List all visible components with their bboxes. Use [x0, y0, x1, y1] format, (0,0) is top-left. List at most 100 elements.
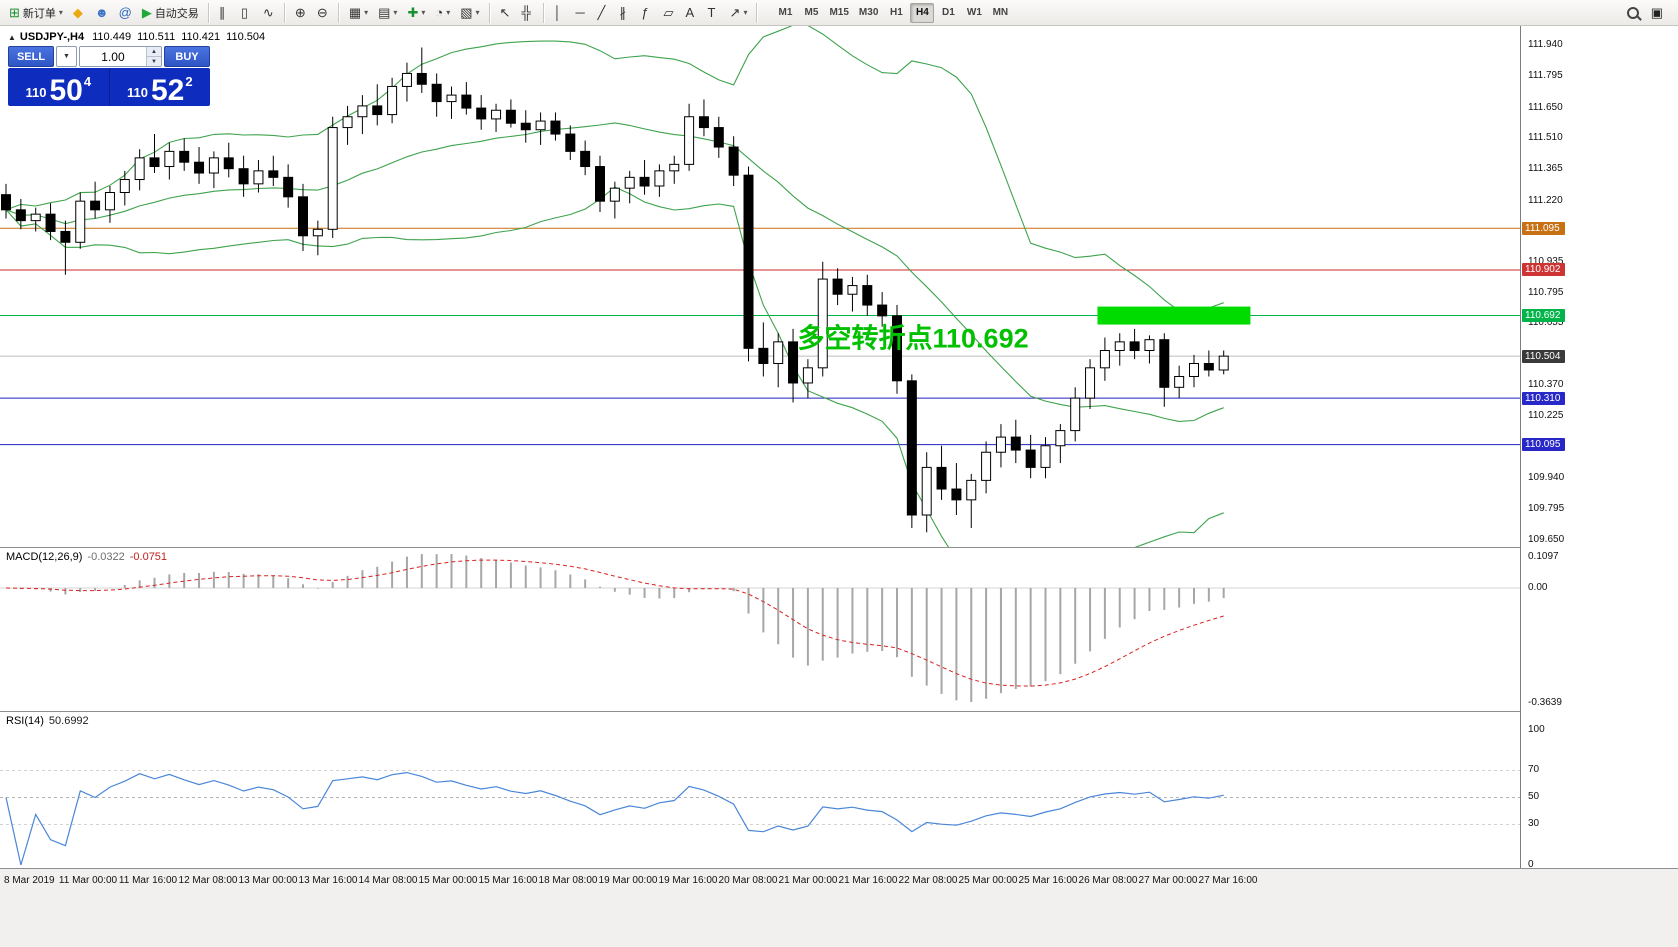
- shapes-button[interactable]: ▱: [660, 2, 680, 24]
- candlestick-button[interactable]: ▯: [237, 2, 257, 24]
- autotrading-button[interactable]: ▶ 自动交易: [138, 2, 203, 24]
- volume-input[interactable]: [79, 47, 146, 66]
- rsi-axis-label: 70: [1528, 764, 1540, 775]
- time-axis-label: 22 Mar 08:00: [898, 875, 958, 886]
- trendline-button[interactable]: ╱: [594, 2, 614, 24]
- line-chart-button[interactable]: ∿: [259, 2, 279, 24]
- cursor-button[interactable]: ↖: [496, 2, 516, 24]
- zoom-out-button[interactable]: ⊖: [313, 2, 333, 24]
- community-icon: ☻: [94, 5, 109, 20]
- time-axis-label: 20 Mar 08:00: [718, 875, 778, 886]
- sell-price[interactable]: 110 50 4: [8, 68, 110, 106]
- macd-axis-label: 0.00: [1528, 581, 1548, 593]
- bar-chart-button[interactable]: ∥: [215, 2, 235, 24]
- channel-icon: ∦: [619, 5, 627, 20]
- new-order-button[interactable]: ⊞ 新订单 ▾: [5, 2, 67, 24]
- buy-button[interactable]: BUY: [164, 46, 210, 67]
- text-button[interactable]: A: [682, 2, 702, 24]
- rsi-label: RSI(14) 50.6992: [6, 715, 89, 727]
- price-axis-label: 110.370: [1528, 378, 1564, 390]
- templates-button[interactable]: ▧ ▾: [456, 2, 483, 24]
- profiles-button[interactable]: ▤ ▾: [374, 2, 401, 24]
- time-axis-label: 18 Mar 08:00: [538, 875, 598, 886]
- toolbar-button-label: 新订单: [22, 7, 56, 20]
- shapes-icon: ▱: [663, 5, 674, 20]
- order-type-dropdown[interactable]: ▼: [56, 46, 77, 67]
- layout-icon: ▣: [1650, 5, 1663, 20]
- volume-stepper: ▲ ▼: [146, 47, 161, 66]
- time-axis[interactable]: 8 Mar 2019 11 Mar 00:00 11 Mar 16:00 12 Mar…: [0, 868, 1678, 947]
- time-axis-label: 21 Mar 16:00: [838, 875, 898, 886]
- timeframe-m15-button[interactable]: M15: [825, 3, 852, 23]
- sell-price-prefix: 110: [25, 85, 47, 100]
- periods-icon: ◔: [435, 5, 444, 20]
- cursor-icon: ↖: [499, 5, 511, 20]
- label-button[interactable]: T: [704, 2, 724, 24]
- panel-splitter[interactable]: [0, 711, 1678, 712]
- horizontal-line-button[interactable]: ─: [572, 2, 592, 24]
- periods-button[interactable]: ◔ ▾: [431, 2, 454, 24]
- vertical-line-button[interactable]: │: [550, 2, 570, 24]
- mql5-button[interactable]: @: [115, 2, 136, 24]
- rsi-value: 50.6992: [48, 715, 89, 727]
- price-tag: 110.095: [1522, 438, 1565, 452]
- arrows-button[interactable]: ↗ ▾: [726, 2, 752, 24]
- profiles-icon: ▤: [378, 5, 391, 20]
- price-axis-label: 111.795: [1528, 70, 1563, 82]
- panel-splitter[interactable]: [0, 547, 1678, 548]
- fibonacci-button[interactable]: ƒ: [638, 2, 658, 24]
- new-chart-button[interactable]: ▦ ▾: [345, 2, 372, 24]
- crosshair-icon: ╬: [521, 5, 531, 20]
- macd-panel[interactable]: [0, 548, 1520, 711]
- main-chart[interactable]: 多空转折点110.692: [0, 26, 1520, 547]
- time-axis-label: 27 Mar 16:00: [1198, 875, 1258, 886]
- price-axis[interactable]: 111.940 111.795 111.650 111.510 111.365 111.2…: [1520, 26, 1678, 870]
- arrows-icon: ↗: [729, 5, 741, 20]
- rsi-panel[interactable]: [0, 712, 1520, 868]
- layout-button[interactable]: ▣: [1647, 2, 1667, 24]
- toolbar-right-buttons: ▣: [1620, 2, 1668, 24]
- timeframe-h1-button[interactable]: H1: [884, 3, 908, 23]
- chevron-down-icon: ▾: [475, 8, 480, 17]
- zoom-in-button[interactable]: ⊕: [291, 2, 311, 24]
- price-axis-label: 109.650: [1528, 534, 1565, 546]
- timeframe-w1-button[interactable]: W1: [962, 3, 986, 23]
- collapse-icon[interactable]: ▲: [8, 33, 16, 42]
- channel-button[interactable]: ∦: [616, 2, 636, 24]
- time-axis-label: 25 Mar 00:00: [958, 875, 1018, 886]
- time-axis-label: 13 Mar 16:00: [298, 875, 358, 886]
- text-icon: A: [685, 5, 695, 20]
- timeframe-m5-button[interactable]: M5: [799, 3, 823, 23]
- time-axis-label: 13 Mar 00:00: [238, 875, 298, 886]
- indicators-button[interactable]: ✚ ▾: [403, 2, 429, 24]
- volume-down-button[interactable]: ▼: [147, 57, 161, 66]
- price-axis-label: 109.795: [1528, 503, 1565, 515]
- timeframe-d1-button[interactable]: D1: [936, 3, 960, 23]
- price-tag: 111.095: [1522, 221, 1565, 235]
- volume-up-button[interactable]: ▲: [147, 47, 161, 57]
- community-button[interactable]: ☻: [91, 2, 113, 24]
- timeframe-h4-button[interactable]: H4: [910, 2, 935, 23]
- chevron-down-icon: ▾: [393, 8, 398, 17]
- sell-button[interactable]: SELL: [8, 46, 54, 67]
- buy-price-big: 52: [150, 73, 185, 107]
- rsi-axis-label: 0: [1528, 858, 1534, 870]
- buy-price[interactable]: 110 52 2: [110, 68, 211, 106]
- search-button[interactable]: [1621, 2, 1645, 24]
- timeframe-m30-button[interactable]: M30: [855, 3, 882, 23]
- price-axis-label: 109.940: [1528, 471, 1565, 483]
- crosshair-button[interactable]: ╬: [518, 2, 538, 24]
- timeframe-m1-button[interactable]: M1: [773, 3, 797, 23]
- ohlc-close: 110.504: [226, 31, 266, 43]
- price-tag: 110.310: [1522, 391, 1565, 405]
- metaeditor-icon: ◆: [72, 5, 83, 20]
- price-axis-label: 111.940: [1528, 38, 1563, 50]
- metaeditor-button[interactable]: ◆: [69, 2, 89, 24]
- toolbar-separator: [207, 2, 210, 23]
- time-axis-label: 27 Mar 00:00: [1138, 875, 1198, 886]
- macd-name: MACD(12,26,9): [6, 551, 83, 563]
- fibonacci-icon: ƒ: [641, 5, 649, 20]
- timeframe-mn-button[interactable]: MN: [988, 3, 1012, 23]
